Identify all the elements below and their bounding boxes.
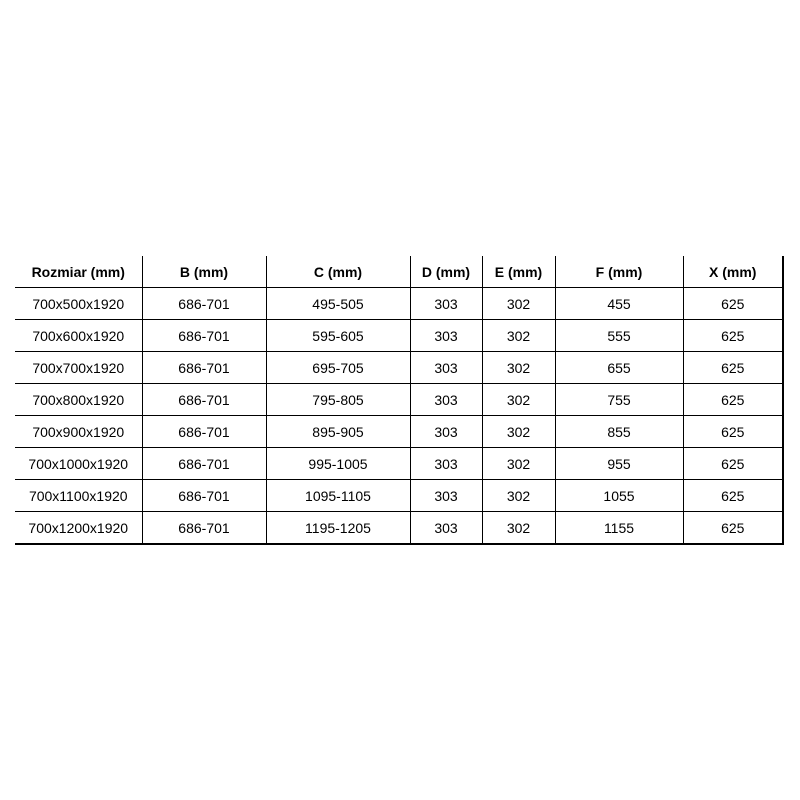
cell-c: 695-705 (266, 351, 411, 384)
cell-d: 303 (410, 415, 483, 448)
table-row: 700x600x1920 686-701 595-605 303 302 555 625 (15, 319, 784, 352)
column-header-size: Rozmiar (mm) (15, 256, 143, 288)
cell-f: 755 (555, 383, 684, 416)
cell-x: 625 (683, 511, 784, 545)
cell-f: 555 (555, 319, 684, 352)
cell-f: 655 (555, 351, 684, 384)
cell-size: 700x700x1920 (15, 351, 143, 384)
cell-d: 303 (410, 287, 483, 320)
dimensions-table: Rozmiar (mm) B (mm) C (mm) D (mm) E (mm) F (m… (15, 256, 784, 545)
cell-size: 700x600x1920 (15, 319, 143, 352)
cell-c: 795-805 (266, 383, 411, 416)
column-header-e: E (mm) (482, 256, 556, 288)
cell-e: 302 (482, 479, 556, 512)
cell-e: 302 (482, 351, 556, 384)
cell-size: 700x1200x1920 (15, 511, 143, 545)
cell-d: 303 (410, 447, 483, 480)
cell-e: 302 (482, 287, 556, 320)
column-header-x: X (mm) (683, 256, 784, 288)
cell-b: 686-701 (142, 447, 267, 480)
cell-f: 455 (555, 287, 684, 320)
cell-x: 625 (683, 383, 784, 416)
cell-size: 700x1100x1920 (15, 479, 143, 512)
cell-x: 625 (683, 287, 784, 320)
cell-x: 625 (683, 415, 784, 448)
cell-b: 686-701 (142, 479, 267, 512)
table-row: 700x1200x1920 686-701 1195-1205 303 302 1155 6… (15, 511, 784, 545)
cell-x: 625 (683, 447, 784, 480)
header-row: Rozmiar (mm) B (mm) C (mm) D (mm) E (mm) F (m… (15, 256, 784, 288)
cell-c: 595-605 (266, 319, 411, 352)
cell-f: 955 (555, 447, 684, 480)
cell-size: 700x900x1920 (15, 415, 143, 448)
cell-f: 855 (555, 415, 684, 448)
table-row: 700x1000x1920 686-701 995-1005 303 302 955 625 (15, 447, 784, 480)
cell-b: 686-701 (142, 415, 267, 448)
cell-size: 700x500x1920 (15, 287, 143, 320)
cell-c: 495-505 (266, 287, 411, 320)
cell-c: 895-905 (266, 415, 411, 448)
cell-b: 686-701 (142, 319, 267, 352)
table-row: 700x700x1920 686-701 695-705 303 302 655 625 (15, 351, 784, 384)
cell-x: 625 (683, 319, 784, 352)
cell-c: 1095-1105 (266, 479, 411, 512)
cell-size: 700x1000x1920 (15, 447, 143, 480)
cell-c: 995-1005 (266, 447, 411, 480)
cell-e: 302 (482, 383, 556, 416)
table-row: 700x1100x1920 686-701 1095-1105 303 302 1055 6… (15, 479, 784, 512)
cell-d: 303 (410, 351, 483, 384)
cell-b: 686-701 (142, 351, 267, 384)
cell-x: 625 (683, 351, 784, 384)
cell-size: 700x800x1920 (15, 383, 143, 416)
cell-d: 303 (410, 319, 483, 352)
table-row: 700x900x1920 686-701 895-905 303 302 855 625 (15, 415, 784, 448)
column-header-f: F (mm) (555, 256, 684, 288)
cell-x: 625 (683, 479, 784, 512)
column-header-c: C (mm) (266, 256, 411, 288)
cell-f: 1055 (555, 479, 684, 512)
cell-e: 302 (482, 447, 556, 480)
cell-c: 1195-1205 (266, 511, 411, 545)
column-header-b: B (mm) (142, 256, 267, 288)
cell-b: 686-701 (142, 383, 267, 416)
cell-d: 303 (410, 511, 483, 545)
column-header-d: D (mm) (410, 256, 483, 288)
cell-d: 303 (410, 479, 483, 512)
cell-e: 302 (482, 415, 556, 448)
cell-b: 686-701 (142, 511, 267, 545)
cell-e: 302 (482, 319, 556, 352)
cell-f: 1155 (555, 511, 684, 545)
table-row: 700x500x1920 686-701 495-505 303 302 455 625 (15, 287, 784, 320)
cell-e: 302 (482, 511, 556, 545)
table-row: 700x800x1920 686-701 795-805 303 302 755 625 (15, 383, 784, 416)
cell-b: 686-701 (142, 287, 267, 320)
cell-d: 303 (410, 383, 483, 416)
